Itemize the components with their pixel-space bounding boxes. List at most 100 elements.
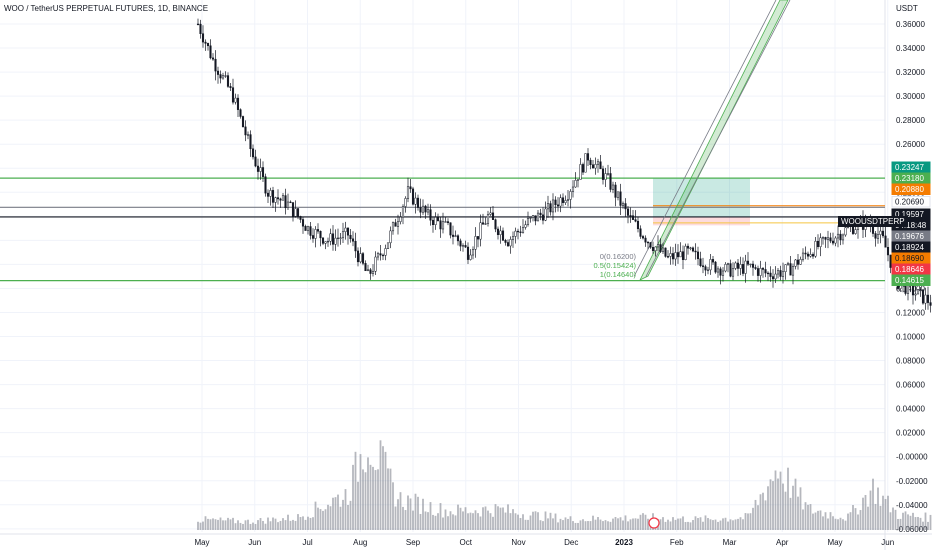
price-tick-label: 0.34000 (896, 44, 925, 53)
volume-bar (607, 521, 609, 530)
volume-bar (232, 517, 234, 530)
candle-body (379, 253, 382, 256)
time-tick-label: Dec (564, 538, 578, 547)
candle-body (409, 186, 412, 190)
volume-bar (382, 446, 384, 530)
candle-body (586, 153, 590, 161)
volume-bar (212, 518, 214, 530)
volume-bar (807, 504, 809, 530)
volume-bar (739, 517, 742, 530)
volume-bar (662, 517, 664, 530)
volume-bar (749, 513, 752, 530)
price-badge-text: 0.19597 (895, 210, 924, 219)
volume-bar (767, 486, 769, 530)
target-zone (653, 178, 750, 217)
candle-body (571, 186, 575, 192)
volume-bar (214, 519, 217, 530)
volume-bar (617, 518, 619, 530)
candle-body (239, 109, 242, 117)
volume-bar (779, 471, 782, 530)
volume-bar (404, 510, 407, 530)
candle-body (329, 233, 332, 242)
candle-body (706, 269, 710, 271)
candle-body (509, 239, 512, 247)
volume-bar (797, 496, 799, 530)
volume-bar (827, 518, 829, 530)
volume-bar (422, 498, 424, 530)
candle-body (696, 251, 700, 260)
candle-body (674, 252, 677, 260)
candle-body (406, 186, 410, 199)
candle-body (631, 215, 635, 220)
volume-bar (669, 521, 672, 530)
volume-bar (764, 500, 767, 530)
volume-bar (882, 495, 884, 530)
candle-body (426, 209, 430, 213)
volume-bar (894, 509, 897, 530)
volume-bar (334, 497, 337, 530)
volume-bar (277, 522, 279, 530)
volume-bar (854, 508, 857, 530)
volume-bar (577, 522, 579, 530)
candle-body (294, 208, 297, 217)
volume-bar (829, 512, 832, 530)
volume-bar (504, 512, 507, 530)
candle-body (774, 273, 777, 280)
candle-body (789, 263, 792, 276)
candle-body (316, 229, 320, 232)
candle-body (496, 228, 500, 235)
price-tick-label: 0.02000 (896, 429, 925, 438)
candle-body (429, 209, 432, 221)
volume-bar (664, 521, 667, 530)
volume-bar (524, 519, 527, 530)
candle-body (211, 57, 215, 60)
candle-body (601, 168, 605, 180)
volume-bar (869, 490, 872, 530)
candle-body (606, 173, 610, 175)
volume-bar (514, 513, 517, 530)
volume-bar (629, 519, 632, 530)
candle-body (844, 227, 847, 236)
candle-body (389, 230, 392, 244)
candle-body (441, 221, 445, 230)
volume-bar (842, 519, 844, 530)
volume-bar (714, 519, 717, 530)
volume-bar (804, 502, 807, 530)
candle-body (546, 203, 550, 210)
volume-bar (349, 500, 352, 530)
time-tick-label: May (827, 538, 842, 547)
candle-body (929, 302, 932, 306)
time-tick-label: Sep (406, 538, 421, 547)
volume-bar (317, 507, 319, 530)
volume-bar (679, 518, 682, 530)
candle-body (761, 268, 765, 270)
volume-bar (589, 521, 592, 530)
volume-bar (684, 522, 687, 530)
candle-body (551, 199, 555, 213)
candle-body (701, 265, 705, 267)
candle-body (514, 230, 517, 237)
volume-bar (864, 495, 867, 530)
candle-body (401, 206, 405, 218)
volume-bar (817, 510, 819, 530)
candle-body (746, 260, 750, 265)
candle-body (569, 191, 572, 200)
volume-bar (217, 519, 219, 530)
volume-bar (492, 516, 494, 530)
volume-bar (254, 523, 257, 530)
event-marker-icon (648, 517, 660, 529)
symbol-header: WOO / TetherUS PERPETUAL FUTURES, 1D, BI… (4, 4, 209, 13)
volume-bar (707, 518, 709, 530)
price-badge-text: 0.18646 (895, 265, 924, 274)
volume-bar (464, 507, 467, 530)
volume-bar (822, 516, 824, 530)
volume-bar (419, 513, 422, 530)
volume-bar (274, 518, 277, 530)
volume-bar (794, 478, 797, 530)
volume-bar (324, 509, 327, 530)
volume-bar (879, 505, 882, 530)
candle-body (339, 237, 342, 239)
volume-bar (689, 522, 692, 530)
candle-body (404, 198, 407, 207)
